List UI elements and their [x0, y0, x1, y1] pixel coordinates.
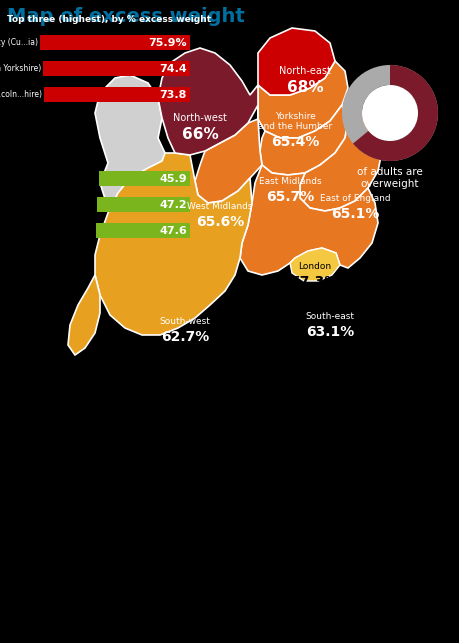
Circle shape: [361, 85, 417, 141]
Text: North-east: North-east: [279, 66, 330, 76]
Text: South-east: South-east: [305, 312, 354, 321]
Text: 62.7%: 62.7%: [161, 330, 209, 344]
Text: 65.1%: 65.1%: [330, 207, 378, 221]
Wedge shape: [352, 65, 437, 161]
Text: 73.8: 73.8: [159, 89, 187, 100]
Text: 63.1%: 63.1%: [305, 325, 353, 339]
Polygon shape: [259, 105, 347, 175]
Text: 45.9: 45.9: [159, 174, 187, 183]
Polygon shape: [257, 61, 347, 138]
Text: East Midlands: East Midlands: [258, 177, 321, 186]
Text: 65.6%: 65.6%: [196, 215, 244, 229]
Text: North-west: North-west: [173, 113, 226, 123]
Text: 47.2: 47.2: [159, 199, 187, 210]
Polygon shape: [299, 105, 381, 211]
Bar: [40, 35, 190, 50]
Text: West Midlands: West Midlands: [187, 202, 252, 211]
Text: 57.3%: 57.3%: [290, 275, 338, 289]
Polygon shape: [240, 165, 377, 275]
Text: Map of excess weight: Map of excess weight: [7, 7, 244, 26]
Text: 65.7%: 65.7%: [265, 190, 313, 204]
Polygon shape: [68, 275, 100, 355]
Wedge shape: [341, 65, 437, 161]
Text: 65.4%: 65.4%: [270, 135, 319, 149]
Bar: [43, 61, 190, 76]
Text: 66%: 66%: [181, 127, 218, 142]
Bar: [97, 197, 190, 212]
Bar: [44, 87, 190, 102]
Polygon shape: [95, 75, 170, 228]
Text: 74.4: 74.4: [159, 64, 187, 73]
Text: ...ancy (Cu...ia): ...ancy (Cu...ia): [0, 38, 38, 47]
Text: East of England: East of England: [319, 194, 390, 203]
Bar: [96, 223, 190, 238]
Polygon shape: [95, 153, 252, 335]
Text: Top three (highest), by % excess weight: Top three (highest), by % excess weight: [7, 15, 211, 24]
Polygon shape: [257, 28, 334, 95]
Text: London: London: [298, 262, 331, 271]
Text: South-west: South-west: [159, 317, 210, 326]
Polygon shape: [195, 105, 262, 203]
Text: ...uth Yorkshire): ...uth Yorkshire): [0, 64, 41, 73]
Text: (...coln...hire): (...coln...hire): [0, 90, 42, 99]
Text: of adults are
overweight: of adults are overweight: [356, 167, 422, 188]
Text: Yorkshire
and the Humber: Yorkshire and the Humber: [257, 112, 331, 131]
Bar: [99, 171, 190, 186]
Text: 64%: 64%: [364, 95, 414, 115]
Text: 68%: 68%: [286, 80, 323, 95]
Text: 75.9%: 75.9%: [148, 37, 187, 48]
Polygon shape: [157, 48, 257, 155]
Text: 47.6: 47.6: [159, 226, 187, 235]
Polygon shape: [289, 248, 339, 281]
